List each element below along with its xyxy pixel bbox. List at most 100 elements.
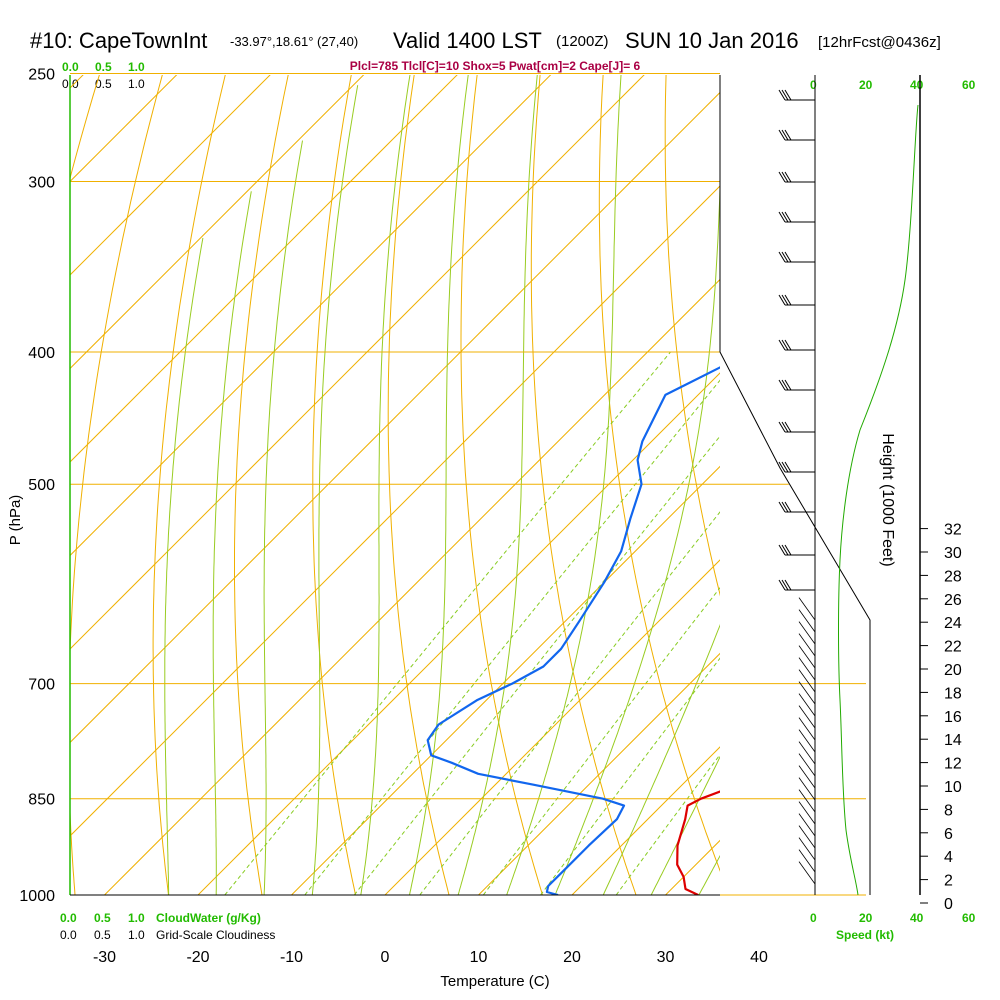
moist-adiabats — [164, 75, 720, 895]
pressure-tick-label: 300 — [28, 175, 55, 192]
cloudwater-top-tick: 0.5 — [95, 60, 112, 74]
wind-barb — [798, 849, 816, 873]
wind-barb-flag — [781, 544, 789, 556]
temperature-tick-label: 0 — [381, 949, 390, 966]
surface-temperature-dot — [694, 895, 702, 903]
wind-barb-flag — [778, 379, 786, 391]
speed-bottom-tick: 20 — [859, 911, 873, 925]
temperature-tick-label: 40 — [750, 949, 768, 966]
station-coords: -33.97°,18.61° (27,40) — [230, 34, 358, 49]
speed-label: Speed (kt) — [836, 928, 894, 942]
dry-adiabat-line — [854, 49, 1000, 924]
height-tick-label: 14 — [944, 732, 962, 749]
temperature-tick-label: -10 — [280, 949, 303, 966]
temperature-tick-label: -20 — [186, 949, 209, 966]
wind-barb-flag — [784, 339, 792, 351]
wind-barb-flag — [784, 129, 792, 141]
wind-barb-flag — [784, 579, 792, 591]
wind-barb — [798, 741, 816, 765]
pressure-axis-label: P (hPa) — [7, 495, 24, 546]
top-cloud-scales: 0.0 0.5 1.0 0.0 0.5 1.0 — [62, 60, 145, 91]
wind-barb-flag — [781, 379, 789, 391]
wind-barb — [798, 789, 816, 813]
wind-barb-flag — [778, 421, 786, 433]
mixing-ratio-line — [615, 753, 720, 895]
height-tick-label: 32 — [944, 522, 962, 539]
speed-bottom-tick: 0 — [810, 911, 817, 925]
dry-adiabat-line — [387, 75, 450, 895]
dewpoint-line — [426, 366, 720, 895]
wind-barb-flag — [778, 251, 786, 263]
wind-barb — [798, 633, 816, 657]
dry-adiabat-line — [460, 75, 544, 895]
height-tick-label: 24 — [944, 615, 962, 632]
wind-barb — [798, 597, 816, 621]
speed-top-black-tick: 0 — [810, 78, 817, 92]
wind-barb-flag — [784, 461, 792, 473]
pressure-tick-label: 500 — [28, 477, 55, 494]
wind-speed-curve — [838, 104, 919, 895]
wind-barb-flag — [778, 211, 786, 223]
temperature-tick-label: 10 — [470, 949, 488, 966]
wind-barb-flag — [784, 544, 792, 556]
moist-adiabat-line — [360, 75, 411, 895]
temperature-line — [676, 790, 720, 895]
isotherm-line — [70, 75, 271, 276]
wind-barb — [798, 705, 816, 729]
wind-barb-flag — [784, 379, 792, 391]
wind-barb-flag — [784, 211, 792, 223]
height-tick-label: 2 — [944, 873, 953, 890]
bottom-speed-scales: 0 20 40 60 Speed (kt) — [810, 911, 976, 942]
cloudwater-label: CloudWater (g/Kg) — [156, 911, 261, 925]
wind-barb-flag — [778, 171, 786, 183]
cloudwater-bottom-tick: 0.5 — [94, 911, 111, 925]
cloudwater-top-tick: 0.0 — [62, 60, 79, 74]
moist-adiabat-line — [408, 75, 469, 895]
wind-barb-flag — [784, 89, 792, 101]
wind-barb-flag — [781, 89, 789, 101]
moist-adiabat-line — [506, 75, 622, 895]
wind-barb-flag — [784, 171, 792, 183]
cloudiness-bottom-tick: 0.0 — [60, 928, 77, 942]
isotherm-line — [197, 372, 720, 895]
isotherms — [70, 49, 1000, 924]
temperature-tick-label: 30 — [657, 949, 675, 966]
temperature-tick-label: -30 — [93, 949, 116, 966]
wind-barb — [798, 753, 816, 777]
isotherm-line — [70, 91, 720, 744]
wind-barb-flag — [781, 579, 789, 591]
wind-barb-flag — [781, 171, 789, 183]
wind-barb-flag — [781, 501, 789, 513]
pressure-tick-label: 850 — [28, 792, 55, 809]
wind-barb — [798, 801, 816, 825]
wind-barb — [798, 777, 816, 801]
mixing-ratio-line — [224, 351, 671, 895]
wind-barb-flag — [778, 129, 786, 141]
height-tick-label: 6 — [944, 826, 953, 843]
wind-barb-flag — [784, 421, 792, 433]
wind-barb-flag — [781, 251, 789, 263]
plot-area — [69, 49, 1000, 924]
wind-barb-flag — [778, 294, 786, 306]
wind-barb-flag — [784, 501, 792, 513]
cloudwater-bottom-tick: 1.0 — [128, 911, 145, 925]
wind-barb-flag — [781, 461, 789, 473]
wind-barb-flag — [778, 339, 786, 351]
height-tick-label: 22 — [944, 639, 962, 656]
dry-adiabat-line — [234, 75, 289, 895]
surface-dewpoint-dot — [554, 895, 562, 903]
dry-adiabat-line — [152, 75, 226, 895]
height-tick-label: 20 — [944, 662, 962, 679]
moist-adiabat-line — [457, 75, 538, 895]
wind-barb-flag — [781, 211, 789, 223]
temperature-tick-label: 20 — [563, 949, 581, 966]
mixing-ratio-line — [419, 511, 720, 895]
cloudwater-bottom-tick: 0.0 — [60, 911, 77, 925]
speed-bottom-tick: 40 — [910, 911, 924, 925]
isotherm-line — [290, 465, 720, 895]
temperature-axis: -30 -20 -10 0 10 20 30 40 — [93, 949, 768, 966]
isotherm-line — [824, 49, 1000, 924]
pressure-axis: 250 300 400 500 700 850 1000 — [19, 66, 55, 905]
